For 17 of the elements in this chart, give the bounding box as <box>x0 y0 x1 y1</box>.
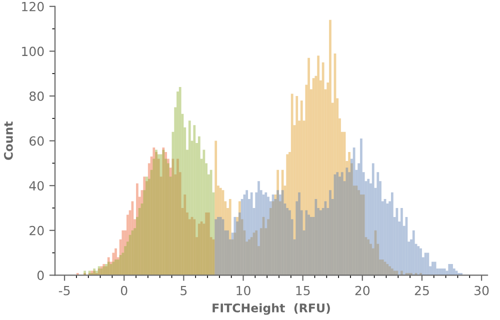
x-tick-label: 30 <box>474 286 489 296</box>
x-tick-label: 25 <box>414 286 429 296</box>
y-tick-label: 100 <box>22 46 44 56</box>
y-axis-title: Count <box>4 121 13 160</box>
x-tick-label: 20 <box>355 286 370 296</box>
x-axis-title: FITCHeight (RFU) <box>212 303 330 315</box>
x-tick-label: 0 <box>120 286 128 296</box>
y-tick-label: 60 <box>30 136 44 146</box>
y-tick-label: 0 <box>37 270 44 280</box>
y-tick-label: 40 <box>29 181 44 191</box>
x-tick-label: -5 <box>58 286 70 296</box>
y-tick-label: 80 <box>30 91 44 101</box>
x-tick-label: 10 <box>236 286 250 296</box>
y-tick-label: 20 <box>30 226 44 236</box>
x-tick-label: 15 <box>296 286 310 296</box>
y-tick-label: 120 <box>22 2 44 12</box>
x-tick-label: 5 <box>180 286 187 296</box>
